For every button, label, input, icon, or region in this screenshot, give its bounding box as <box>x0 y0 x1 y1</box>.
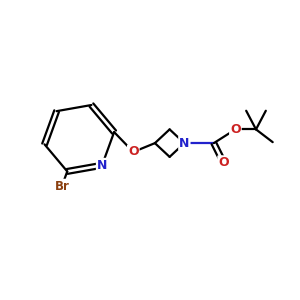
Text: N: N <box>179 136 190 150</box>
Text: O: O <box>218 156 229 169</box>
Text: N: N <box>97 159 107 172</box>
Text: O: O <box>230 123 241 136</box>
Text: O: O <box>128 146 139 158</box>
Text: Br: Br <box>54 180 69 193</box>
